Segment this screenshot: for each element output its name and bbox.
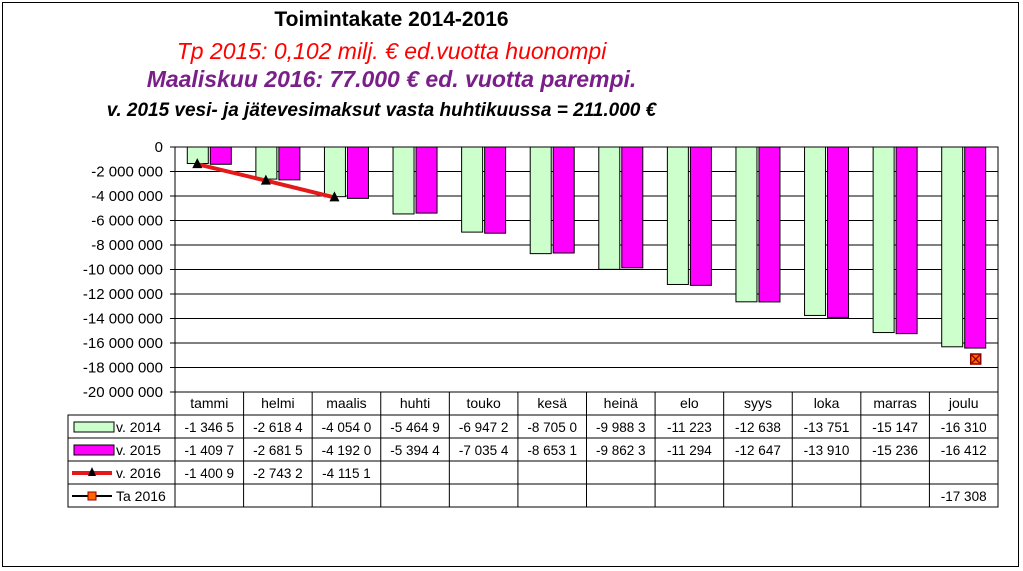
y-tick-label: -14 000 000 (83, 311, 163, 328)
bar-2015-syys (758, 146, 781, 303)
chart-subtitle-maaliskuu: Maaliskuu 2016: 77.000 € ed. vuotta pare… (146, 66, 637, 92)
data-label: -9 862 3 (596, 443, 646, 458)
legend-key-v. 2015 (73, 444, 115, 456)
data-label: -12 647 (735, 443, 781, 458)
data-label: -1 346 5 (185, 420, 235, 435)
bar-2015-loka (827, 146, 850, 318)
category-label-loka: loka (814, 395, 840, 411)
bar-2015-marras (895, 146, 918, 335)
bar-2015-touko (484, 146, 507, 234)
data-label: -15 236 (872, 443, 918, 458)
data-label: -2 743 2 (253, 466, 303, 481)
category-label-joulu: joulu (948, 395, 979, 411)
y-tick-label: -4 000 000 (91, 188, 163, 205)
bar-2015-elo (689, 146, 712, 286)
category-label-tammi: tammi (190, 395, 228, 411)
data-label: -8 653 1 (527, 443, 577, 458)
category-label-helmi: helmi (261, 395, 294, 411)
y-tick-label: -10 000 000 (83, 262, 163, 279)
data-label: -17 308 (941, 489, 987, 504)
category-label-touko: touko (467, 395, 501, 411)
bar-2014-huhti (392, 146, 415, 215)
point-2016 (329, 191, 340, 202)
data-label: -12 638 (735, 420, 781, 435)
category-label-maalis: maalis (326, 395, 366, 411)
data-label: -7 035 4 (459, 443, 509, 458)
bar-2014-joulu (941, 146, 964, 348)
data-label: -4 192 0 (322, 443, 372, 458)
data-label: -5 464 9 (390, 420, 440, 435)
data-label: -2 681 5 (253, 443, 303, 458)
y-tick-label: -16 000 000 (83, 335, 163, 352)
marker-ta2016-x2 (971, 354, 981, 364)
bar-2015-joulu (964, 146, 987, 349)
chart-subtitle-tp2015: Tp 2015: 0,102 milj. € ed.vuotta huonomp… (176, 38, 607, 64)
legend-name: v. 2015 (116, 442, 161, 458)
data-label: -5 394 4 (390, 443, 440, 458)
line-2016 (192, 158, 982, 365)
category-label-huhti: huhti (400, 395, 430, 411)
bar-2014-syys (735, 146, 758, 303)
bar-2014-maalis (323, 146, 346, 198)
legend-name: v. 2014 (116, 419, 161, 435)
data-label: -6 947 2 (459, 420, 509, 435)
bar-marks (186, 146, 987, 349)
data-label: -1 400 9 (185, 466, 235, 481)
bar-2014-kesä (529, 146, 552, 255)
bar-2014-marras (872, 146, 895, 334)
bar-2015-helmi (278, 146, 301, 181)
data-label: -11 294 (667, 443, 712, 458)
legend-name: v. 2016 (116, 465, 161, 481)
legend-key-marker-2016 (88, 467, 96, 476)
data-table: tammi helmi maalis huhti touko kesä heinä elo sy… (67, 391, 999, 508)
y-tick-label: -18 000 000 (83, 360, 163, 377)
data-label: -8 705 0 (527, 420, 577, 435)
bar-2015-tammi (209, 146, 232, 165)
category-label-syys: syys (744, 395, 772, 411)
category-label-marras: marras (873, 395, 917, 411)
category-label-heinä: heinä (604, 395, 638, 411)
y-tick-label: -8 000 000 (91, 237, 163, 254)
legend-key-marker-ta2016 (87, 491, 97, 501)
data-label: -4 054 0 (322, 420, 372, 435)
data-label: -4 115 1 (322, 466, 371, 481)
y-axis: 0 -2 000 000 -4 000 000 -6 000 000 -8 000 00… (83, 139, 175, 401)
data-label: -16 310 (941, 420, 987, 435)
bar-2014-elo (666, 146, 689, 285)
category-label-kesä: kesä (537, 395, 567, 411)
category-label-elo: elo (680, 395, 699, 411)
data-label: -1 409 7 (185, 443, 235, 458)
data-label: -13 910 (804, 443, 850, 458)
y-tick-label: -12 000 000 (83, 286, 163, 303)
bar-2014-loka (804, 146, 827, 316)
y-tick-label: -6 000 000 (91, 213, 163, 230)
point-2016 (192, 158, 203, 169)
bar-2014-touko (461, 146, 484, 233)
bar-2015-huhti (415, 146, 438, 214)
data-label: -13 751 (804, 420, 850, 435)
data-label: -16 412 (941, 443, 987, 458)
bar-2015-kesä (552, 146, 575, 254)
data-label: -11 223 (667, 420, 712, 435)
legend-name: Ta 2016 (116, 488, 166, 504)
bar-2015-maalis (346, 146, 369, 199)
bar-2014-helmi (255, 146, 278, 180)
y-tick-label: 0 (155, 139, 163, 156)
y-tick-label: -2 000 000 (91, 164, 163, 181)
chart-title: Toimintakate 2014-2016 (274, 8, 509, 31)
chart-subtitle-vesimaksut: v. 2015 vesi- ja jätevesimaksut vasta hu… (106, 100, 657, 121)
bar-2014-heinä (598, 146, 621, 270)
data-label: -15 147 (872, 420, 918, 435)
point-2016 (260, 174, 271, 185)
bar-2015-heinä (621, 146, 644, 269)
data-label: -9 988 3 (596, 420, 646, 435)
data-label: -2 618 4 (253, 420, 303, 435)
legend-key-v. 2014 (73, 421, 115, 433)
y-tick-label: -20 000 000 (83, 384, 163, 401)
